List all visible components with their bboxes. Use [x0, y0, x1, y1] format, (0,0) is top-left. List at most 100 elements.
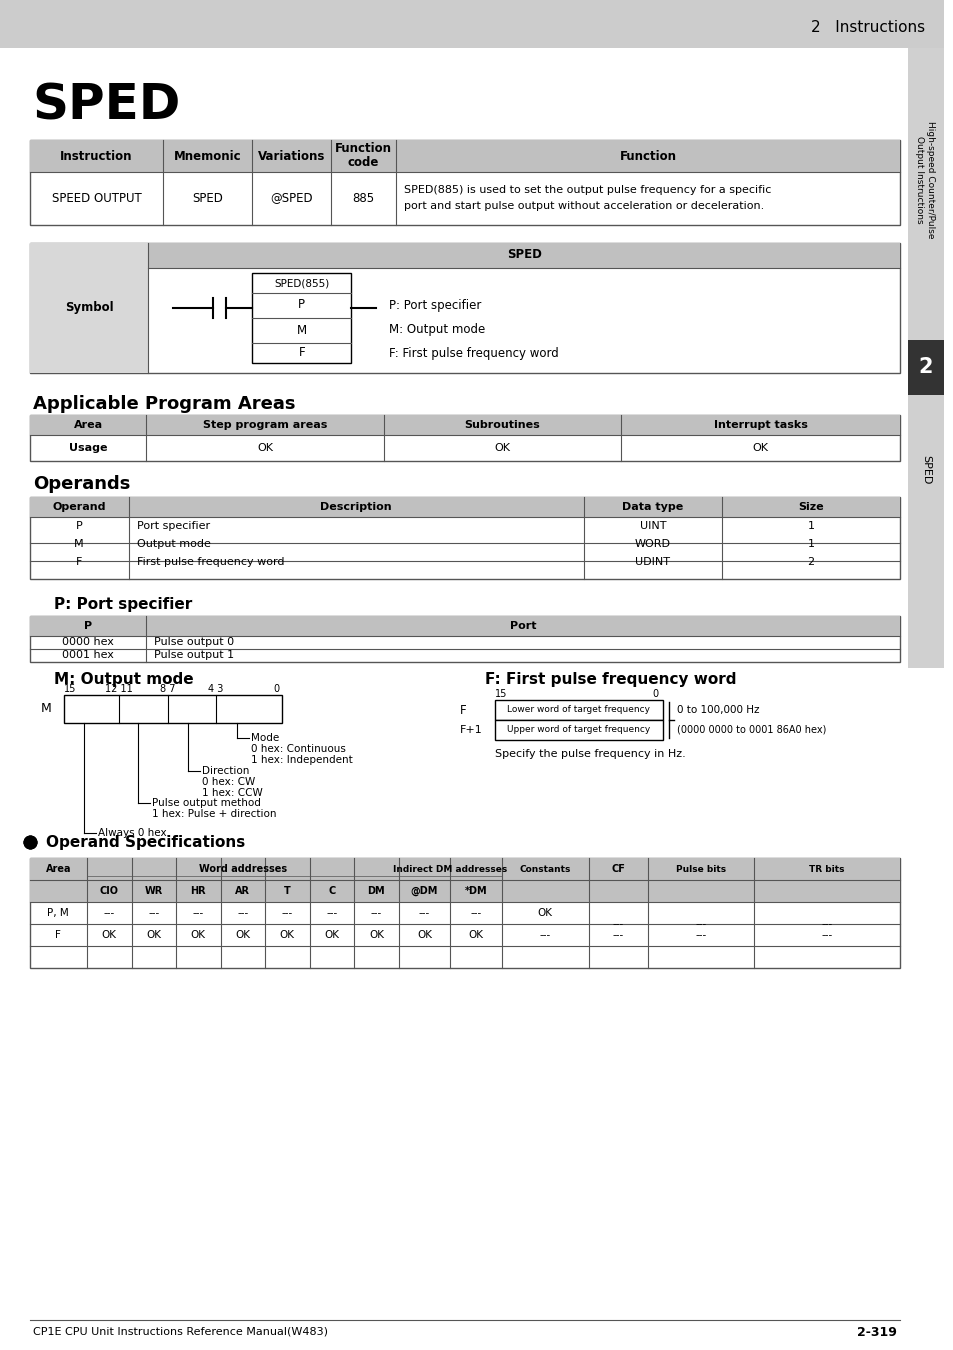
Bar — [907, 49, 943, 668]
Text: Word addresses: Word addresses — [198, 864, 287, 873]
Text: Size: Size — [798, 502, 823, 512]
Text: OK: OK — [416, 930, 432, 940]
Text: Usage: Usage — [69, 443, 107, 454]
Text: ---: --- — [371, 909, 381, 918]
Text: Pulse output 0: Pulse output 0 — [154, 637, 234, 647]
Text: CP1E CPU Unit Instructions Reference Manual(W483): CP1E CPU Unit Instructions Reference Man… — [32, 1327, 327, 1336]
Bar — [30, 859, 900, 880]
Text: SPED: SPED — [193, 192, 223, 204]
Text: ---: --- — [538, 930, 550, 940]
Text: Always 0 hex.: Always 0 hex. — [98, 828, 170, 838]
Text: UINT: UINT — [639, 521, 665, 531]
Text: Output mode: Output mode — [136, 539, 211, 549]
Bar — [30, 497, 900, 517]
Text: 1: 1 — [807, 521, 814, 531]
Text: Variations: Variations — [258, 150, 325, 162]
Text: port and start pulse output without acceleration or deceleration.: port and start pulse output without acce… — [403, 201, 763, 211]
Text: 885: 885 — [352, 192, 375, 204]
Bar — [252, 273, 351, 363]
Text: ---: --- — [695, 919, 706, 929]
Text: 0 to 100,000 Hz: 0 to 100,000 Hz — [676, 705, 759, 716]
Text: P: P — [84, 621, 92, 630]
Text: P, M: P, M — [48, 909, 70, 918]
Text: 1: 1 — [807, 539, 814, 549]
Text: ---: --- — [281, 909, 293, 918]
Text: HR: HR — [191, 886, 206, 896]
Text: Area: Area — [46, 864, 71, 873]
Text: T: T — [284, 886, 291, 896]
Text: ---: --- — [237, 909, 248, 918]
Text: 2: 2 — [918, 356, 932, 377]
Text: ---: --- — [326, 909, 337, 918]
Text: OK: OK — [279, 930, 294, 940]
Text: 12 11: 12 11 — [105, 684, 132, 694]
Text: @SPED: @SPED — [271, 192, 313, 204]
Text: OK: OK — [257, 443, 273, 454]
Text: M: Output mode: M: Output mode — [54, 672, 193, 687]
Text: TR bits: TR bits — [808, 864, 843, 873]
Bar — [30, 243, 149, 373]
Text: WORD: WORD — [635, 539, 670, 549]
Text: Data type: Data type — [621, 502, 682, 512]
Text: SPEED OUTPUT: SPEED OUTPUT — [51, 192, 141, 204]
Bar — [149, 243, 900, 269]
Bar — [494, 701, 662, 720]
Bar — [30, 243, 900, 373]
Text: F: First pulse frequency word: F: First pulse frequency word — [484, 672, 736, 687]
Text: OK: OK — [369, 930, 383, 940]
Text: P: Port specifier: P: Port specifier — [389, 298, 480, 312]
Text: ---: --- — [418, 909, 430, 918]
Text: F: First pulse frequency word: F: First pulse frequency word — [389, 347, 558, 359]
Text: Upper word of target frequency: Upper word of target frequency — [507, 725, 650, 734]
Text: Constants: Constants — [518, 864, 570, 873]
Text: OK: OK — [191, 930, 206, 940]
Text: 2   Instructions: 2 Instructions — [810, 19, 924, 35]
Text: OK: OK — [752, 443, 768, 454]
Text: OK: OK — [324, 930, 339, 940]
Text: Instruction: Instruction — [60, 150, 132, 162]
Text: Port: Port — [510, 621, 536, 630]
Text: F: F — [55, 930, 61, 940]
Text: High-speed Counter/Pulse
Output Instructions: High-speed Counter/Pulse Output Instruct… — [914, 122, 934, 239]
Text: First pulse frequency word: First pulse frequency word — [136, 558, 284, 567]
Text: OK: OK — [494, 443, 510, 454]
Text: *DM: *DM — [464, 886, 487, 896]
Bar — [30, 414, 900, 435]
Bar — [30, 497, 900, 579]
Bar — [907, 340, 943, 396]
Text: Direction: Direction — [202, 765, 249, 776]
Text: UDINT: UDINT — [635, 558, 670, 567]
Text: 0000 hex: 0000 hex — [62, 637, 113, 647]
Text: P: Port specifier: P: Port specifier — [54, 597, 193, 612]
Text: SPED: SPED — [506, 248, 541, 262]
Text: Symbol: Symbol — [65, 301, 113, 315]
Text: 4 3: 4 3 — [208, 684, 223, 694]
Text: F+1: F+1 — [459, 725, 482, 734]
Bar — [30, 140, 900, 225]
Text: Mnemonic: Mnemonic — [173, 150, 241, 162]
Text: OK: OK — [537, 909, 552, 918]
Bar — [30, 880, 900, 902]
Text: AR: AR — [235, 886, 250, 896]
Text: Pulse output method: Pulse output method — [152, 798, 261, 809]
Text: Area: Area — [73, 420, 103, 431]
Text: Function: Function — [335, 143, 392, 155]
Text: ---: --- — [193, 909, 204, 918]
Text: ---: --- — [612, 930, 623, 940]
Text: 1 hex: Independent: 1 hex: Independent — [251, 755, 353, 765]
Text: Operand Specifications: Operand Specifications — [46, 834, 245, 849]
Text: Lower word of target frequency: Lower word of target frequency — [507, 706, 650, 714]
Text: code: code — [348, 157, 379, 170]
Text: ---: --- — [148, 909, 159, 918]
Text: 1 hex: Pulse + direction: 1 hex: Pulse + direction — [152, 809, 276, 819]
Text: Mode: Mode — [251, 733, 279, 743]
Text: F: F — [459, 703, 466, 717]
Text: 8 7: 8 7 — [160, 684, 175, 694]
Text: Subroutines: Subroutines — [464, 420, 539, 431]
Text: ---: --- — [612, 919, 623, 929]
Text: 0 hex: Continuous: 0 hex: Continuous — [251, 744, 346, 755]
Text: ---: --- — [821, 930, 832, 940]
Text: 0: 0 — [652, 688, 659, 699]
Text: CF: CF — [611, 864, 624, 873]
Text: CIO: CIO — [100, 886, 119, 896]
